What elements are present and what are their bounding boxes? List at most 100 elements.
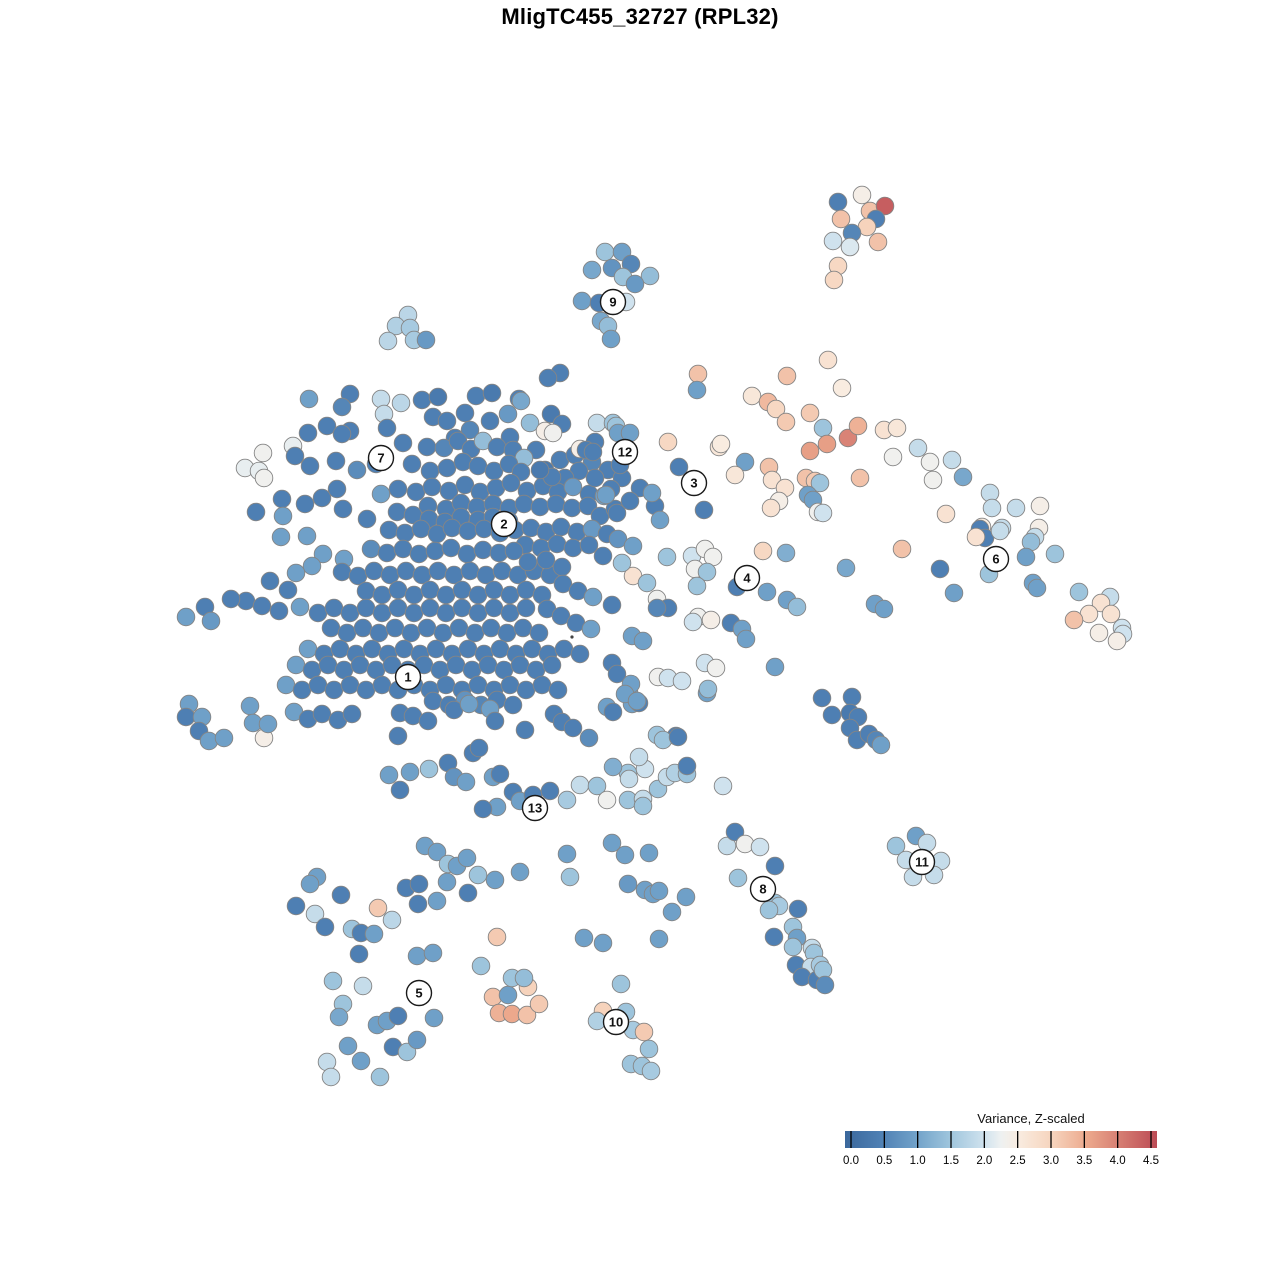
data-point bbox=[607, 503, 627, 523]
data-point bbox=[420, 461, 440, 481]
data-point bbox=[271, 527, 291, 547]
data-point bbox=[318, 655, 338, 675]
data-point bbox=[649, 881, 669, 901]
data-point bbox=[828, 192, 848, 212]
data-point bbox=[587, 413, 607, 433]
data-point bbox=[312, 704, 332, 724]
data-point bbox=[362, 639, 382, 659]
data-point bbox=[490, 764, 510, 784]
data-point bbox=[298, 423, 318, 443]
data-point bbox=[422, 477, 442, 497]
data-point bbox=[518, 552, 538, 572]
data-point bbox=[547, 534, 567, 554]
data-point bbox=[382, 910, 402, 930]
data-point bbox=[579, 535, 599, 555]
data-point bbox=[498, 985, 518, 1005]
data-point bbox=[458, 521, 478, 541]
colorbar-bar bbox=[845, 1131, 1157, 1148]
data-point bbox=[372, 675, 392, 695]
data-point bbox=[385, 618, 405, 638]
data-point bbox=[349, 944, 369, 964]
data-point bbox=[764, 927, 784, 947]
data-point bbox=[371, 389, 391, 409]
data-point bbox=[324, 598, 344, 618]
data-point bbox=[412, 390, 432, 410]
data-point bbox=[473, 799, 493, 819]
cluster-label-text: 6 bbox=[992, 552, 999, 567]
colorbar-tick-label: 0.0 bbox=[843, 1155, 859, 1167]
data-point bbox=[254, 468, 274, 488]
data-point bbox=[377, 543, 397, 563]
data-point bbox=[1045, 544, 1065, 564]
data-point bbox=[570, 644, 590, 664]
data-point bbox=[484, 598, 504, 618]
data-point bbox=[295, 494, 315, 514]
data-point bbox=[640, 266, 660, 286]
data-point bbox=[529, 994, 549, 1014]
data-point bbox=[473, 540, 493, 560]
data-point bbox=[516, 580, 536, 600]
cluster-label-circle bbox=[521, 794, 549, 822]
points-layer bbox=[176, 185, 1133, 1087]
data-point bbox=[459, 694, 479, 714]
data-point bbox=[982, 498, 1002, 518]
data-point bbox=[332, 562, 352, 582]
data-point bbox=[725, 822, 745, 842]
data-point bbox=[436, 585, 456, 605]
cluster-label-text: 8 bbox=[759, 882, 766, 897]
data-point bbox=[551, 517, 571, 537]
data-point bbox=[510, 862, 530, 882]
data-point bbox=[393, 539, 413, 559]
data-point bbox=[246, 502, 266, 522]
data-point bbox=[350, 655, 370, 675]
data-point bbox=[395, 523, 415, 543]
data-point bbox=[583, 442, 603, 462]
data-point bbox=[436, 603, 456, 623]
data-point bbox=[548, 680, 568, 700]
data-point bbox=[416, 330, 436, 350]
data-point bbox=[649, 929, 669, 949]
data-point bbox=[370, 1067, 390, 1087]
cluster-label-text: 10 bbox=[609, 1015, 623, 1030]
data-point bbox=[308, 603, 328, 623]
data-point bbox=[452, 598, 472, 618]
data-point bbox=[620, 491, 640, 511]
data-point bbox=[516, 598, 536, 618]
data-point bbox=[936, 504, 956, 524]
data-point bbox=[698, 679, 718, 699]
data-point bbox=[441, 538, 461, 558]
colorbar-tick-label: 2.0 bbox=[976, 1155, 992, 1167]
data-point bbox=[468, 865, 488, 885]
data-point bbox=[404, 585, 424, 605]
data-point bbox=[466, 386, 486, 406]
data-point bbox=[777, 366, 797, 386]
data-point bbox=[788, 899, 808, 919]
data-point bbox=[481, 618, 501, 638]
data-point bbox=[546, 494, 566, 514]
data-point bbox=[1030, 496, 1050, 516]
data-point bbox=[332, 424, 352, 444]
data-point bbox=[766, 399, 786, 419]
cluster-label: 13 bbox=[521, 794, 549, 822]
data-point bbox=[800, 403, 820, 423]
data-point bbox=[397, 1042, 417, 1062]
data-point bbox=[1006, 498, 1026, 518]
data-point bbox=[388, 1006, 408, 1026]
cluster-label-circle bbox=[602, 1008, 630, 1036]
data-point bbox=[1027, 578, 1047, 598]
cluster-label-circle bbox=[394, 663, 422, 691]
data-point bbox=[687, 576, 707, 596]
data-point bbox=[442, 518, 462, 538]
data-point bbox=[560, 867, 580, 887]
data-point bbox=[240, 696, 260, 716]
data-point bbox=[522, 639, 542, 659]
data-point bbox=[581, 619, 601, 639]
data-point bbox=[815, 975, 835, 995]
data-point bbox=[563, 477, 583, 497]
data-point bbox=[478, 655, 498, 675]
data-point bbox=[810, 473, 830, 493]
data-point bbox=[706, 658, 726, 678]
data-point bbox=[424, 1008, 444, 1028]
data-point bbox=[471, 956, 491, 976]
